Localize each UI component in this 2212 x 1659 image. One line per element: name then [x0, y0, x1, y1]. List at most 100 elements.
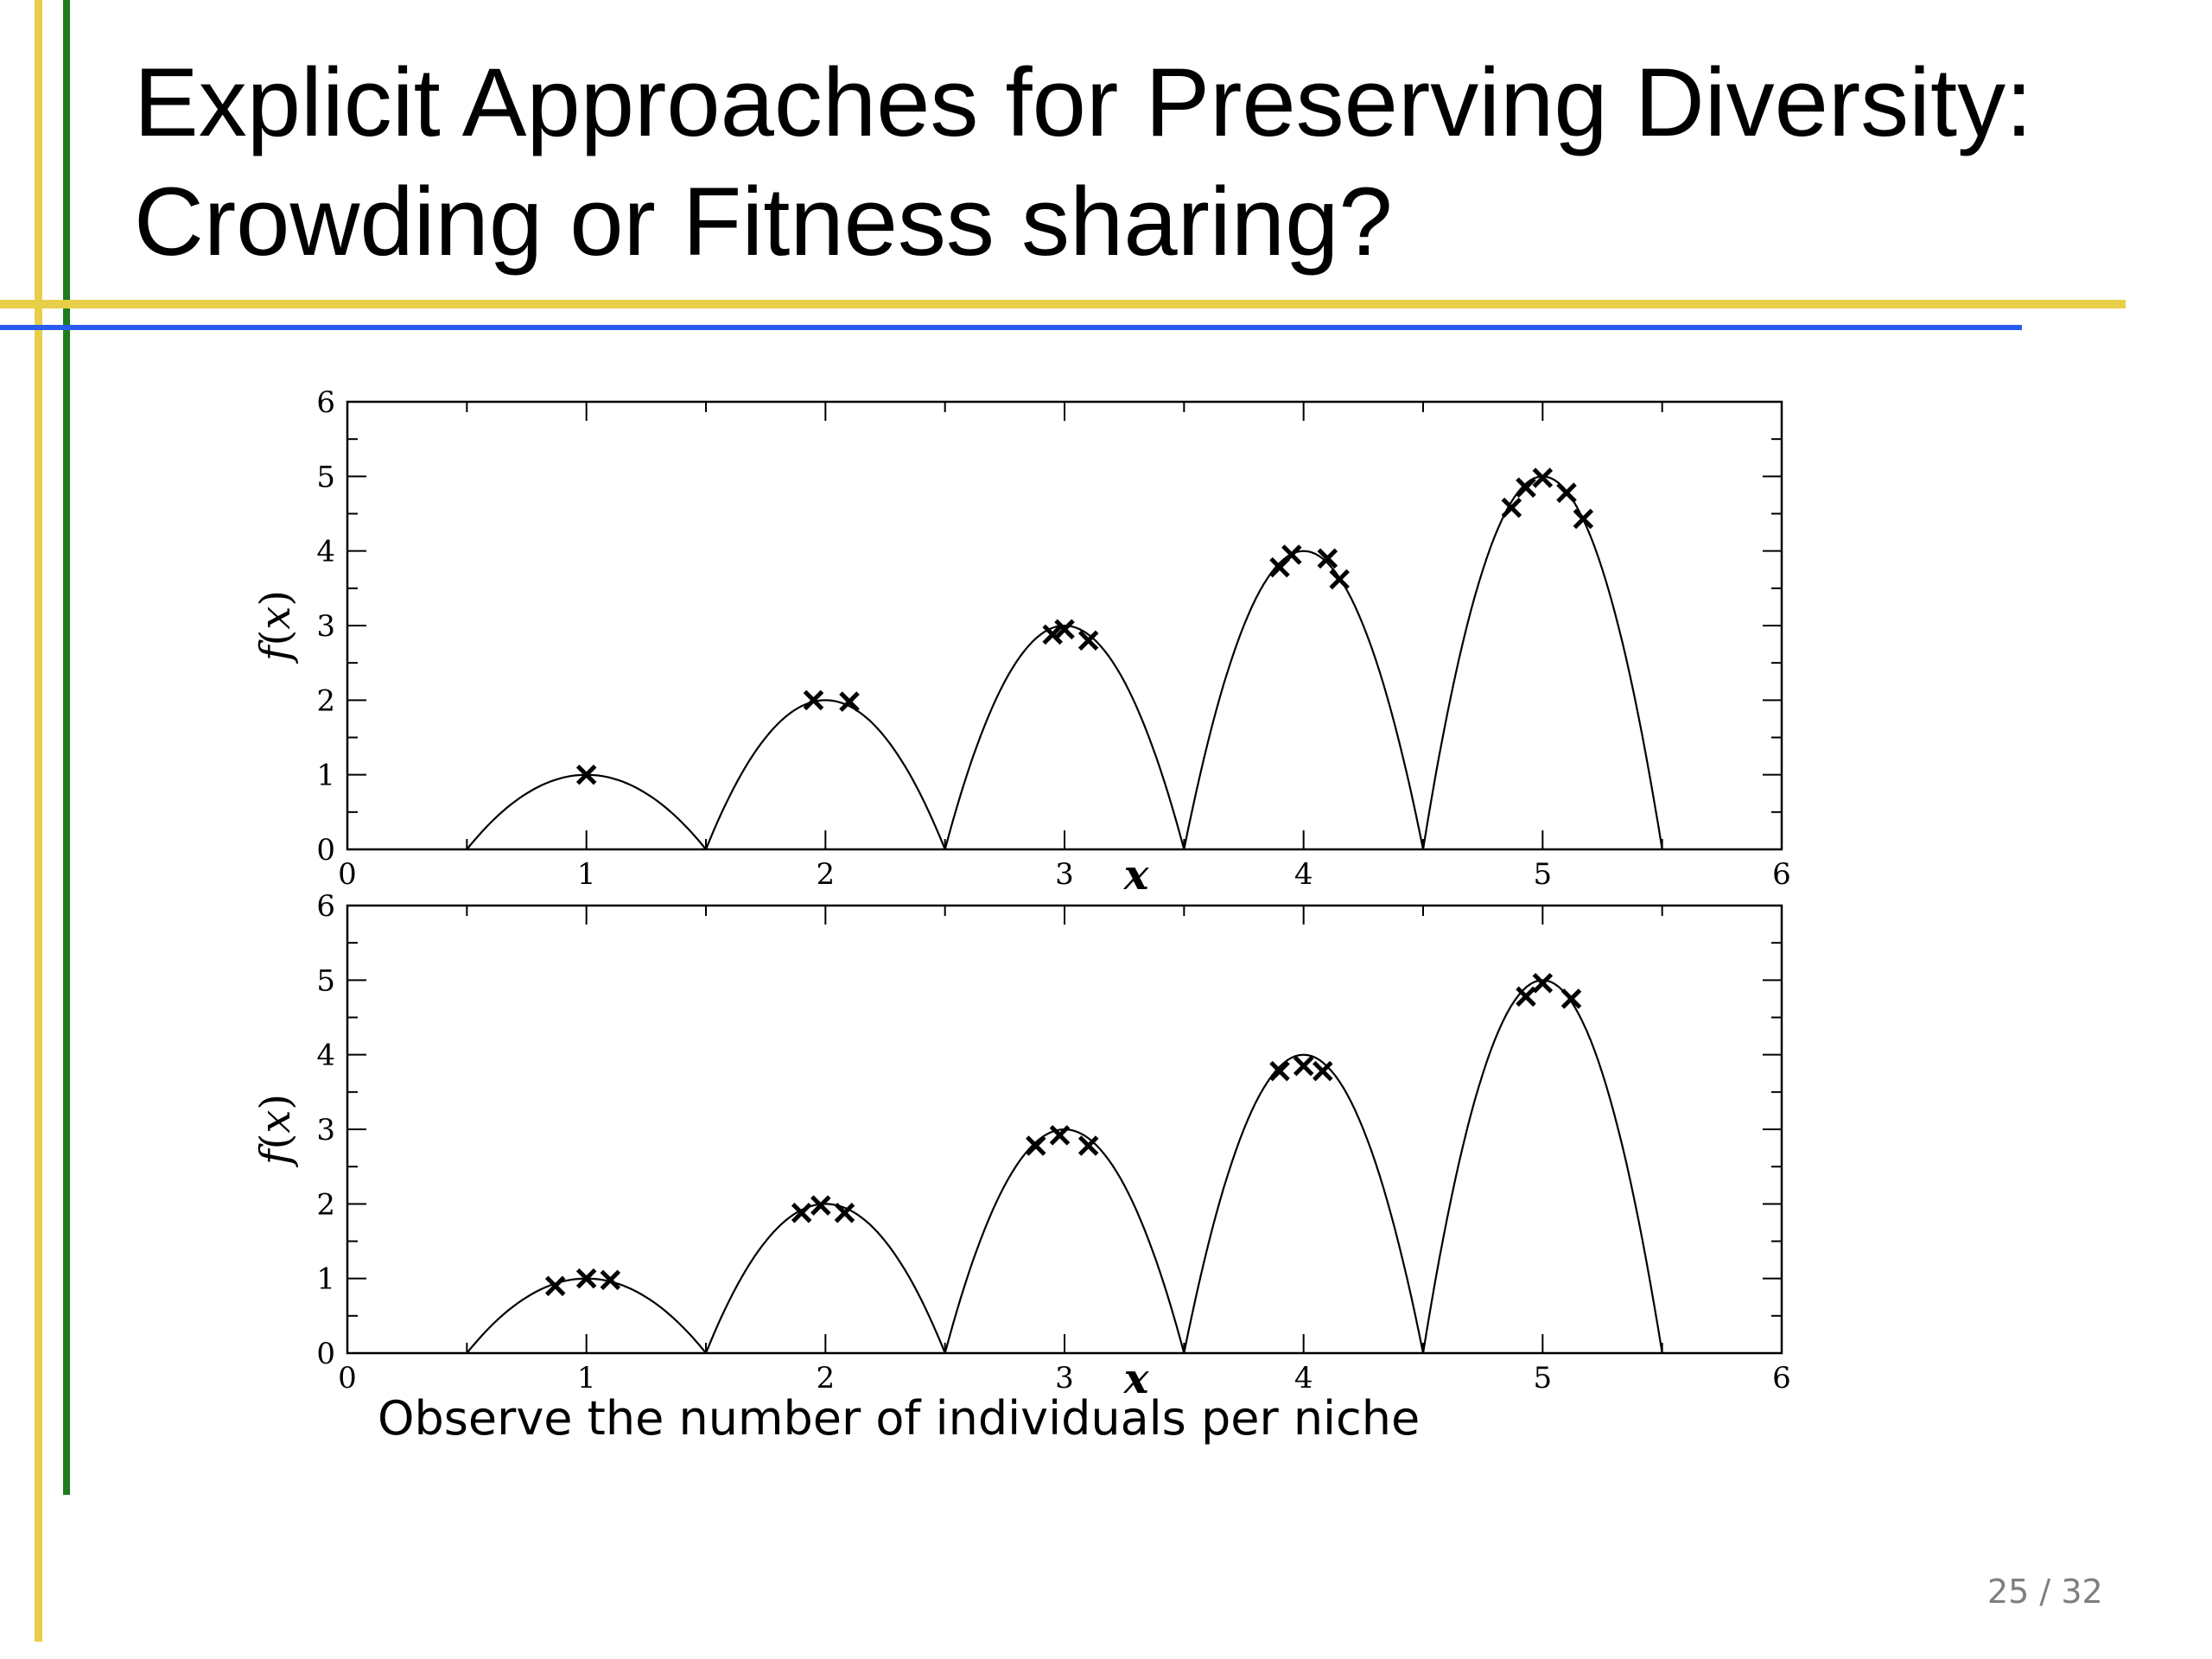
marker-stroke: [810, 1195, 831, 1216]
y-tick-label: 1: [316, 1262, 335, 1297]
x-tick-label: 3: [1055, 857, 1074, 892]
marker-stroke: [575, 1268, 597, 1289]
individual-marker: [575, 764, 597, 785]
x-tick-label: 5: [1534, 1361, 1553, 1395]
marker-stroke: [1281, 544, 1302, 565]
individual-marker: [544, 1275, 566, 1297]
y-tick-label: 3: [316, 609, 335, 644]
individual-marker: [1556, 482, 1577, 504]
marker-stroke: [1049, 1125, 1071, 1146]
yellow-vertical-line: [35, 0, 42, 1642]
page-number: 25 / 32: [1987, 1573, 2103, 1611]
niche-curve-2: [704, 699, 946, 850]
individual-marker: [1532, 467, 1554, 488]
marker-stroke: [1516, 986, 1536, 1007]
y-tick-label: 4: [316, 535, 335, 569]
marker-stroke: [1269, 1060, 1290, 1082]
niche-curve-3: [944, 1128, 1185, 1354]
x-tick-label: 1: [577, 1361, 596, 1395]
individual-marker: [1054, 619, 1075, 640]
individual-marker: [834, 1202, 855, 1224]
individual-marker: [1329, 569, 1350, 590]
marker-stroke: [1556, 482, 1577, 504]
x-axis-label: x: [1123, 1355, 1150, 1403]
individual-marker: [1293, 1055, 1314, 1077]
individual-marker: [1501, 497, 1522, 518]
y-axis-label: f(x): [251, 590, 300, 664]
slide-title-line-2: Crowding or Fitness sharing?: [134, 168, 1393, 276]
individual-marker: [1573, 508, 1594, 530]
individual-marker: [1313, 1060, 1333, 1082]
individual-marker: [1077, 630, 1099, 652]
marker-stroke: [1573, 508, 1594, 530]
niche-curve-2: [704, 1203, 946, 1354]
marker-stroke: [1532, 973, 1554, 994]
individual-marker: [1042, 624, 1063, 645]
slide-title-line-1: Explicit Approaches for Preserving Diver…: [134, 48, 2033, 156]
x-tick-label: 2: [817, 857, 836, 892]
x-tick-label: 0: [338, 857, 357, 892]
yellow-horizontal-line: [0, 300, 2126, 308]
individual-marker: [1532, 973, 1554, 994]
y-tick-label: 2: [316, 1187, 335, 1222]
marker-stroke: [544, 1275, 566, 1297]
marker-stroke: [1313, 1060, 1333, 1082]
niche-curve-3: [944, 624, 1185, 850]
individual-marker: [1077, 1135, 1099, 1156]
individual-marker: [839, 691, 860, 712]
niche-curve-4: [1183, 550, 1425, 850]
y-tick-label: 6: [316, 889, 335, 924]
y-tick-label: 1: [316, 759, 335, 793]
marker-stroke: [600, 1269, 621, 1291]
marker-stroke: [803, 690, 824, 711]
blue-horizontal-line: [0, 325, 2022, 330]
y-tick-label: 2: [316, 683, 335, 718]
individual-marker: [1026, 1135, 1046, 1156]
x-tick-label: 5: [1534, 857, 1553, 892]
marker-stroke: [1532, 467, 1554, 488]
chart-panel-2: 0 1 2 3 4 5 6 0 1 2 3 4 5 6 x f(x): [251, 889, 1791, 1403]
individual-marker: [1560, 988, 1582, 1009]
marker-stroke: [839, 691, 860, 712]
y-tick-label: 6: [316, 385, 335, 420]
individual-marker: [1317, 548, 1338, 569]
marker-stroke: [834, 1202, 855, 1224]
individual-marker: [1516, 477, 1536, 499]
x-tick-label: 6: [1772, 857, 1791, 892]
y-tick-label: 4: [316, 1039, 335, 1073]
marker-stroke: [1317, 548, 1338, 569]
y-tick-label: 5: [316, 963, 335, 998]
marker-stroke: [1293, 1055, 1314, 1077]
chart-panel-1: 0 1 2 3 4 5 6 0 1 2 3 4 5 6 x f(x): [251, 385, 1791, 899]
marker-stroke: [1077, 630, 1099, 652]
individual-marker: [1269, 1060, 1290, 1082]
marker-stroke: [575, 764, 597, 785]
individual-marker: [791, 1202, 812, 1224]
x-axis-label: x: [1123, 851, 1150, 899]
marker-stroke: [1560, 988, 1582, 1009]
individual-marker: [575, 1268, 597, 1289]
x-tick-label: 2: [817, 1361, 836, 1395]
y-axis-label: f(x): [251, 1094, 300, 1167]
individual-marker: [600, 1269, 621, 1291]
y-tick-label: 0: [316, 833, 335, 868]
marker-stroke: [1501, 497, 1522, 518]
x-tick-label: 4: [1294, 857, 1313, 892]
marker-stroke: [1516, 477, 1536, 499]
x-tick-label: 1: [577, 857, 596, 892]
individual-marker: [810, 1195, 831, 1216]
y-tick-label: 0: [316, 1337, 335, 1371]
marker-stroke: [1042, 624, 1063, 645]
individual-marker: [1281, 544, 1302, 565]
niche-curve-5: [1421, 979, 1663, 1354]
x-tick-label: 0: [338, 1361, 357, 1395]
marker-stroke: [1026, 1135, 1046, 1156]
x-tick-label: 4: [1294, 1361, 1313, 1395]
individual-marker: [803, 690, 824, 711]
x-tick-label: 3: [1055, 1361, 1074, 1395]
marker-stroke: [1077, 1135, 1099, 1156]
niche-curve-5: [1421, 475, 1663, 850]
marker-stroke: [1054, 619, 1075, 640]
individual-marker: [1516, 986, 1536, 1007]
